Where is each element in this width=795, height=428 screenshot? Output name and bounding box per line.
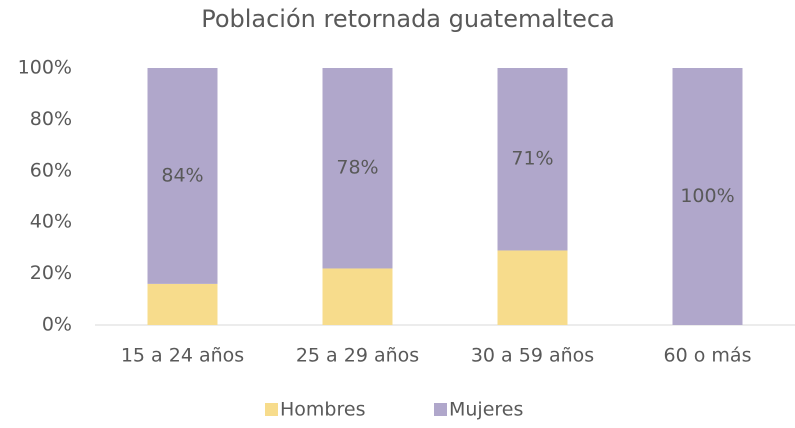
legend-swatch [265, 403, 278, 416]
legend-label: Hombres [280, 399, 365, 421]
y-tick-label: 40% [30, 211, 72, 233]
x-tick-label: 30 a 59 años [471, 345, 594, 367]
data-label: 78% [336, 157, 378, 179]
y-tick-label: 0% [42, 314, 72, 336]
x-tick-label: 15 a 24 años [121, 345, 244, 367]
y-tick-label: 100% [18, 57, 72, 79]
bar-segment [672, 68, 743, 325]
legend-label: Mujeres [449, 399, 523, 421]
bar-segment [497, 68, 568, 251]
x-tick-label: 25 a 29 años [296, 345, 419, 367]
bar-segment [147, 283, 218, 325]
data-label: 100% [680, 185, 734, 207]
legend-swatch [434, 403, 447, 416]
chart-title: Población retornada guatemalteca [201, 5, 615, 33]
x-tick-label: 60 o más [664, 345, 752, 367]
data-label: 71% [511, 148, 553, 170]
bar-segment [322, 68, 393, 269]
y-tick-label: 80% [30, 108, 72, 130]
data-label: 84% [161, 164, 203, 186]
bar-segment [322, 268, 393, 325]
bar-segment [497, 250, 568, 325]
y-tick-label: 20% [30, 262, 72, 284]
y-tick-label: 60% [30, 159, 72, 181]
bar-segment [147, 68, 218, 284]
